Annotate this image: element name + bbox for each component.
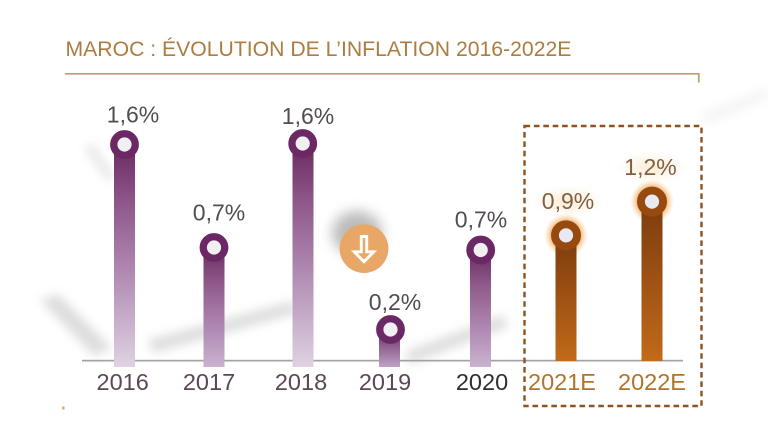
svg-text:0,2%: 0,2% [369,289,421,315]
svg-text:2017: 2017 [183,369,235,395]
svg-text:0,7%: 0,7% [193,200,245,226]
svg-text:2018: 2018 [275,369,327,395]
svg-text:2019: 2019 [359,369,411,395]
svg-text:1,2%: 1,2% [624,154,676,180]
svg-text:1,6%: 1,6% [282,103,334,129]
svg-text:2016: 2016 [97,369,149,395]
svg-text:0,7%: 0,7% [455,207,507,233]
svg-text:0,9%: 0,9% [542,188,594,214]
svg-text:1,6%: 1,6% [107,101,159,127]
svg-text:MAROC : ÉVOLUTION DE L’INFLATI: MAROC : ÉVOLUTION DE L’INFLATION 2016-20… [66,36,572,61]
svg-text:2020: 2020 [456,369,508,395]
svg-text:2022E: 2022E [618,369,686,395]
svg-text:2021E: 2021E [528,369,596,395]
